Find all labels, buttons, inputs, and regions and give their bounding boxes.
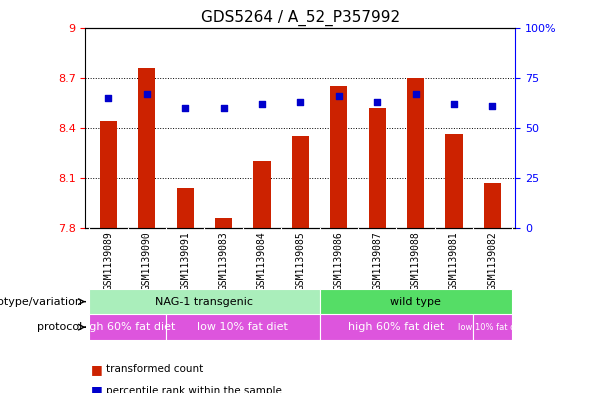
- Text: GSM1139089: GSM1139089: [104, 231, 114, 290]
- Bar: [253, 161, 270, 228]
- Point: [104, 94, 113, 101]
- Bar: [369, 108, 386, 228]
- Point: [296, 99, 305, 105]
- Text: GSM1139083: GSM1139083: [219, 231, 229, 290]
- Point: [372, 99, 382, 105]
- Point: [449, 101, 459, 107]
- Bar: [330, 86, 348, 228]
- Bar: [484, 183, 501, 228]
- Text: ■: ■: [91, 363, 103, 376]
- Bar: [320, 314, 473, 340]
- Text: NAG-1 transgenic: NAG-1 transgenic: [155, 297, 253, 307]
- Text: protocol: protocol: [37, 322, 82, 332]
- Point: [219, 105, 229, 111]
- Point: [334, 92, 343, 99]
- Bar: [320, 289, 511, 314]
- Text: percentile rank within the sample: percentile rank within the sample: [106, 386, 282, 393]
- Bar: [177, 188, 194, 228]
- Text: low 10% fat diet: low 10% fat diet: [197, 322, 288, 332]
- Bar: [407, 77, 424, 228]
- Bar: [90, 314, 166, 340]
- Text: GSM1139087: GSM1139087: [372, 231, 382, 290]
- Point: [411, 90, 421, 97]
- Bar: [90, 289, 320, 314]
- Point: [142, 90, 151, 97]
- Bar: [100, 121, 117, 228]
- Text: high 60% fat diet: high 60% fat diet: [348, 322, 445, 332]
- Title: GDS5264 / A_52_P357992: GDS5264 / A_52_P357992: [201, 10, 400, 26]
- Text: GSM1139090: GSM1139090: [142, 231, 152, 290]
- Text: GSM1139086: GSM1139086: [334, 231, 344, 290]
- Bar: [138, 68, 155, 228]
- Bar: [166, 314, 320, 340]
- Text: ■: ■: [91, 384, 103, 393]
- Point: [180, 105, 190, 111]
- Text: GSM1139088: GSM1139088: [411, 231, 421, 290]
- Text: GSM1139091: GSM1139091: [180, 231, 190, 290]
- Text: GSM1139082: GSM1139082: [487, 231, 497, 290]
- Text: transformed count: transformed count: [106, 364, 203, 375]
- Text: genotype/variation: genotype/variation: [0, 297, 82, 307]
- Bar: [473, 314, 511, 340]
- Text: GSM1139084: GSM1139084: [257, 231, 267, 290]
- Text: GSM1139085: GSM1139085: [296, 231, 305, 290]
- Point: [257, 101, 267, 107]
- Bar: [445, 134, 462, 228]
- Text: high 60% fat diet: high 60% fat diet: [80, 322, 176, 332]
- Text: low 10% fat diet: low 10% fat diet: [458, 323, 527, 332]
- Text: GSM1139081: GSM1139081: [449, 231, 459, 290]
- Bar: [215, 218, 232, 228]
- Bar: [292, 136, 309, 228]
- Text: wild type: wild type: [390, 297, 441, 307]
- Point: [488, 103, 497, 109]
